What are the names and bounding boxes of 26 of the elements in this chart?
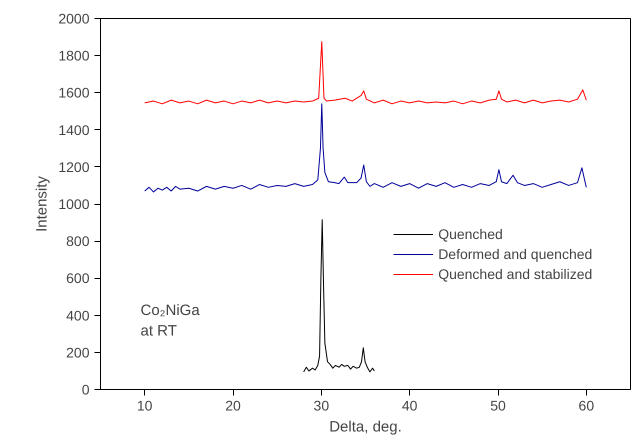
x-tick-label: 20 <box>225 398 241 414</box>
legend-label: Deformed and quenched <box>438 246 592 262</box>
y-tick-label: 1800 <box>58 48 90 64</box>
annotation: Co₂NiGa at RT <box>140 302 200 340</box>
y-tick-label: 1400 <box>58 122 90 138</box>
line-series <box>144 103 587 192</box>
x-tick-label: 30 <box>314 398 330 414</box>
y-tick-label: 2000 <box>58 10 90 26</box>
x-tick-label: 10 <box>136 398 153 414</box>
y-tick-label: 600 <box>66 270 90 286</box>
legend-label: Quenched and stabilized <box>438 266 592 282</box>
line-series <box>144 41 587 104</box>
y-tick-label: 0 <box>82 382 90 398</box>
x-tick-label: 40 <box>402 398 418 414</box>
x-tick-label: 60 <box>578 398 594 414</box>
y-tick-label: 200 <box>66 344 90 360</box>
line-series <box>303 219 375 372</box>
y-axis-title: Intensity <box>33 176 50 232</box>
x-tick-label: 50 <box>490 398 506 414</box>
y-tick-label: 400 <box>66 307 90 324</box>
legend-label: Quenched <box>438 226 503 242</box>
y-tick-label: 1200 <box>58 158 90 175</box>
x-axis-title: Delta, deg. <box>329 418 402 436</box>
y-tick-label: 1600 <box>58 84 90 101</box>
y-tick-label: 1000 <box>58 196 90 212</box>
y-tick-label: 800 <box>66 233 90 250</box>
